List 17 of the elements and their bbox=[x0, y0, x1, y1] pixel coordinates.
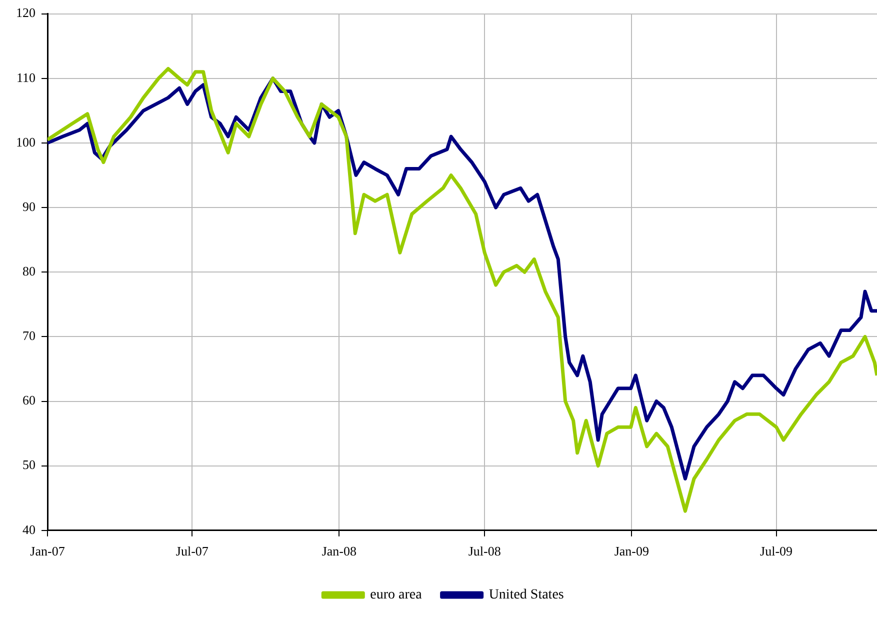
x-tick-label: Jul-08 bbox=[468, 544, 501, 559]
x-tick-label: Jan-08 bbox=[322, 544, 357, 559]
y-tick-label: 50 bbox=[22, 457, 36, 472]
y-tick-label: 110 bbox=[16, 70, 36, 85]
y-tick-label: 90 bbox=[22, 198, 36, 214]
y-tick-label: 120 bbox=[16, 5, 36, 20]
legend-label: euro area bbox=[370, 588, 423, 603]
x-tick-label: Jul-09 bbox=[760, 544, 793, 559]
x-tick-label: Jul-07 bbox=[176, 544, 209, 559]
y-tick-label: 40 bbox=[22, 522, 36, 537]
legend-label: United States bbox=[488, 588, 564, 603]
y-tick-label: 80 bbox=[22, 264, 36, 279]
y-tick-label: 70 bbox=[22, 328, 36, 344]
y-tick-label: 60 bbox=[22, 392, 36, 408]
x-tick-label: Jan-09 bbox=[614, 544, 649, 559]
y-tick-label: 100 bbox=[16, 134, 36, 150]
x-tick-label: Jan-07 bbox=[30, 544, 66, 559]
